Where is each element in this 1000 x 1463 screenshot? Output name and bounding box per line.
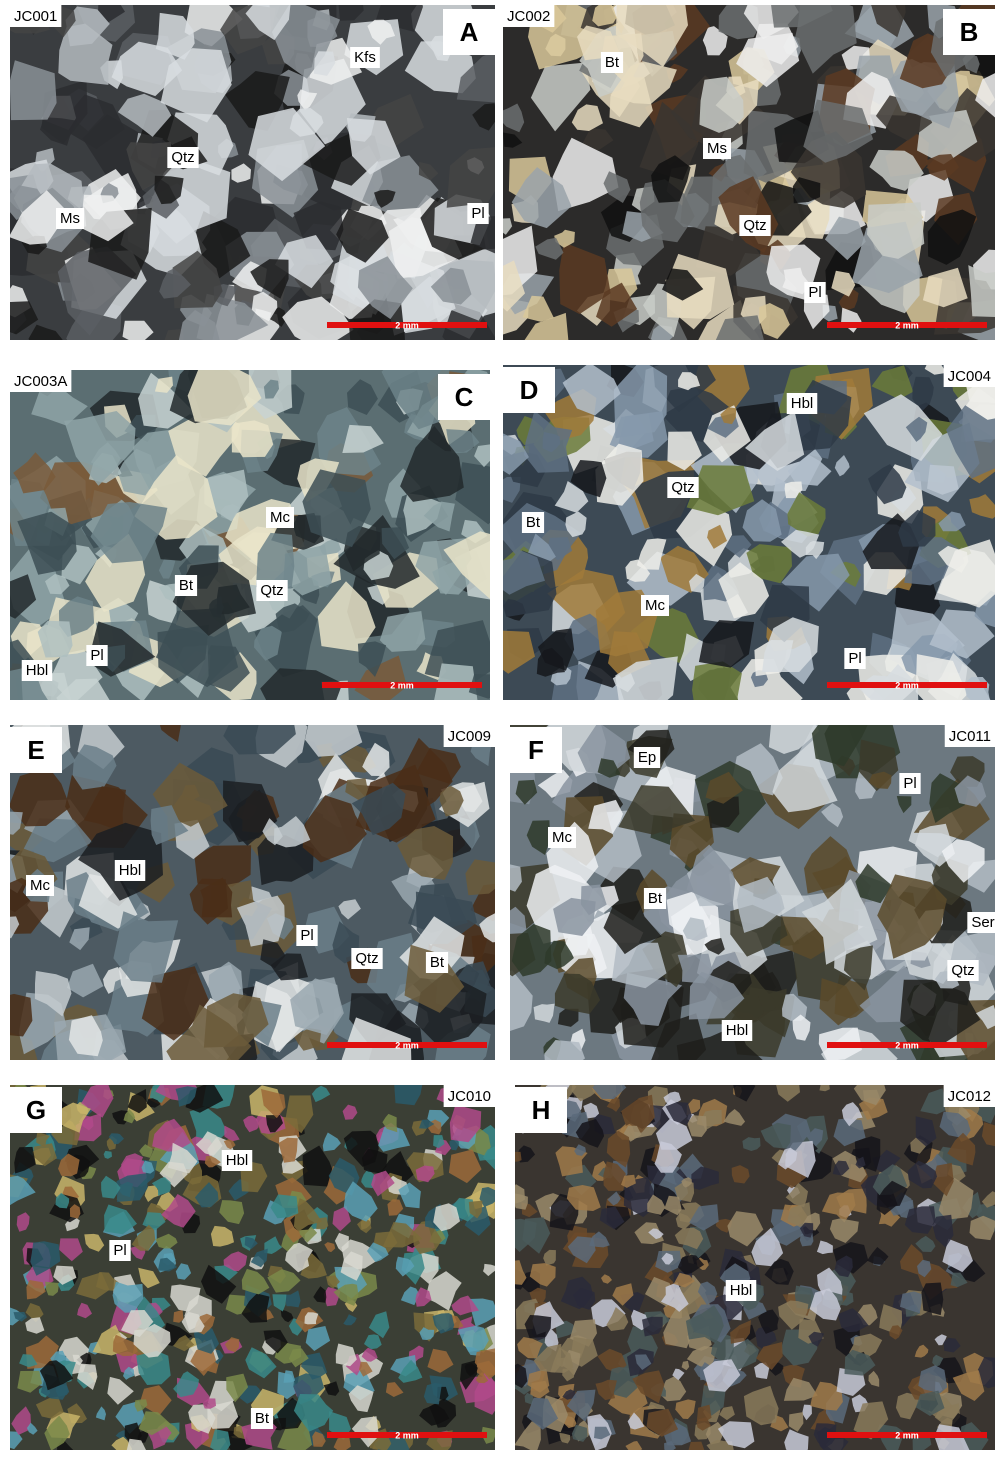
grain (509, 1152, 521, 1162)
panel-letter: B (960, 17, 979, 47)
panel-letter: H (532, 1095, 551, 1125)
mineral-label: Mc (645, 597, 665, 614)
mineral-label: Qtz (355, 950, 378, 967)
scale-bar-label: 2 mm (895, 680, 919, 690)
mineral-label: Bt (179, 577, 194, 594)
micrograph-panel: Hbl Mc Pl Qtz Bt E JC009 2 mm (0, 698, 522, 1096)
mineral-label: Hbl (730, 1282, 753, 1299)
scale-bar-label: 2 mm (390, 680, 414, 690)
grain (921, 1283, 943, 1316)
mineral-label: Ms (707, 140, 727, 157)
mineral-label: Mc (30, 877, 50, 894)
mineral-label: Kfs (354, 49, 376, 66)
mineral-label: Qtz (260, 582, 283, 599)
scale-bar-label: 2 mm (395, 1040, 419, 1050)
mineral-label: Pl (903, 775, 916, 792)
sample-id: JC001 (14, 8, 57, 25)
mineral-label: Hbl (119, 862, 142, 879)
sample-id: JC002 (507, 8, 550, 25)
grain (500, 1364, 527, 1389)
grain (480, 1187, 503, 1207)
panel-letter: E (27, 735, 44, 765)
mineral-label: Pl (848, 650, 861, 667)
panel-letter: G (26, 1095, 46, 1125)
scale-bar-label: 2 mm (895, 1430, 919, 1440)
mineral-label: Pl (471, 205, 484, 222)
mineral-label: Pl (90, 647, 103, 664)
sample-id: JC012 (948, 1088, 991, 1105)
scale-bar-label: 2 mm (395, 1430, 419, 1440)
micrograph-panel: Kfs Qtz Ms Pl A JC001 2 mm (0, 0, 514, 368)
grain (820, 1082, 830, 1091)
mineral-label: Hbl (726, 1022, 749, 1039)
mineral-label: Qtz (171, 149, 194, 166)
mineral-label: Bt (430, 954, 445, 971)
micrograph-figure: KfsQtzMsPlAJC0012 mmBtMsQtzPlBJC0022 mmM… (0, 0, 1000, 1458)
grain (509, 1193, 528, 1209)
mineral-label: Hbl (226, 1152, 249, 1169)
mineral-label: Ser (971, 914, 994, 931)
mineral-label: Mc (552, 829, 572, 846)
panel-letter: F (528, 735, 544, 765)
panel-letter: A (460, 17, 479, 47)
sample-id: JC010 (448, 1088, 491, 1105)
mineral-label: Bt (526, 514, 541, 531)
mineral-label: Pl (113, 1242, 126, 1259)
mineral-label: Qtz (671, 479, 694, 496)
mineral-label: Pl (300, 927, 313, 944)
mineral-label: Qtz (743, 217, 766, 234)
grain (692, 661, 742, 730)
sample-id: JC004 (948, 368, 991, 385)
mineral-label: Ep (638, 749, 656, 766)
panel-letter: D (520, 375, 539, 405)
micrograph-panel: Hbl Pl Bt G JC010 2 mm (0, 1067, 507, 1458)
scale-bar-label: 2 mm (395, 320, 419, 330)
scale-bar-label: 2 mm (895, 320, 919, 330)
mineral-label: Mc (270, 509, 290, 526)
mineral-label: Pl (808, 284, 821, 301)
mineral-label: Hbl (791, 395, 814, 412)
micrograph-panel: Bt Ms Qtz Pl B JC002 2 mm (460, 0, 1000, 370)
sample-id: JC009 (448, 728, 491, 745)
mineral-label: Qtz (951, 962, 974, 979)
mineral-grains (482, 350, 1000, 736)
grain (968, 265, 1000, 317)
grain (592, 0, 616, 26)
micrograph-panel: Ep Pl Mc Bt Ser Qtz Hbl F JC011 2 mm (485, 696, 1000, 1104)
mineral-label: Bt (255, 1410, 270, 1427)
panel-letter: C (455, 382, 474, 412)
micrograph-panel: Hbl Qtz Bt Mc Pl D JC004 2 mm (482, 350, 1000, 736)
scale-bar-label: 2 mm (895, 1040, 919, 1050)
sample-id: JC003A (14, 373, 67, 390)
sample-id: JC011 (949, 728, 991, 745)
mineral-label: Bt (605, 54, 620, 71)
micrograph-panel: Hbl H JC012 2 mm (500, 1064, 1000, 1458)
mineral-label: Ms (60, 210, 80, 227)
mineral-label: Bt (648, 890, 663, 907)
micrograph-panel: Mc Bt Qtz Pl Hbl C JC003A 2 mm (0, 342, 512, 742)
mineral-label: Hbl (26, 662, 49, 679)
